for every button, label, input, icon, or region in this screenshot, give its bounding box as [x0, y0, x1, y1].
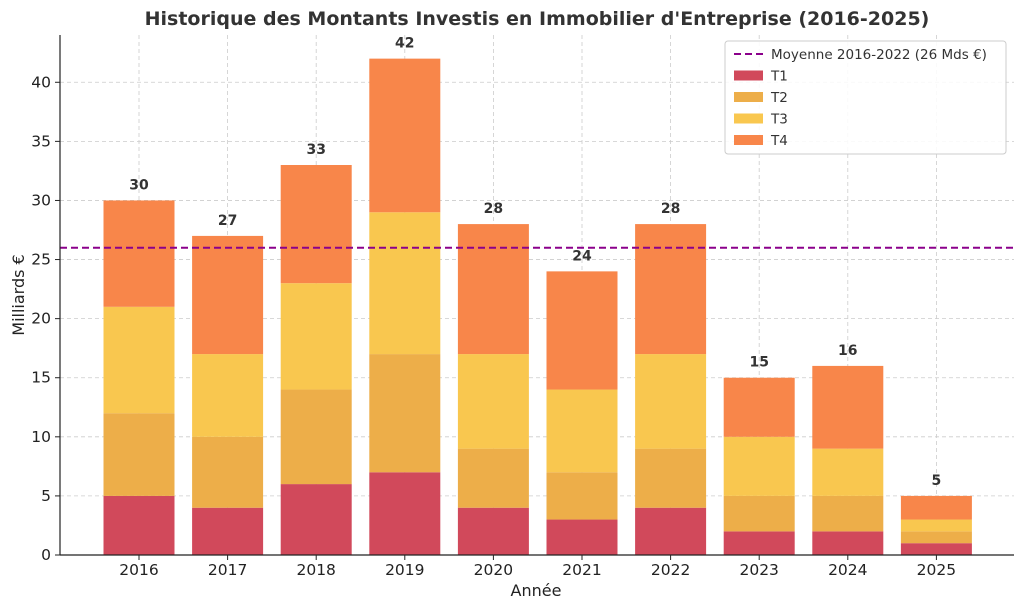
bar-segment-t2-2024 — [812, 495, 884, 532]
bar-segment-t3-2021 — [546, 389, 618, 473]
legend-label-t2: T2 — [770, 90, 788, 106]
bar-segment-t2-2017 — [192, 436, 264, 508]
bar-segment-t3-2018 — [280, 283, 352, 390]
y-axis-label: Milliards € — [9, 254, 28, 335]
legend-swatch-t1 — [734, 70, 763, 81]
bar-segment-t3-2017 — [192, 354, 264, 437]
bar-segment-t1-2017 — [192, 507, 264, 555]
bar-segment-t3-2019 — [369, 212, 441, 355]
bar-segment-t3-2016 — [103, 306, 175, 414]
bar-segment-t3-2022 — [635, 354, 707, 449]
bar-segment-t1-2025 — [900, 543, 972, 555]
legend-swatch-t4 — [734, 135, 763, 145]
bar-segment-t1-2018 — [280, 484, 352, 555]
bar-segment-t1-2016 — [103, 495, 175, 555]
total-label-2019: 42 — [395, 36, 414, 52]
bar-segment-t2-2021 — [546, 472, 618, 520]
total-label-2023: 15 — [749, 355, 768, 371]
bar-segment-t4-2018 — [280, 165, 352, 284]
x-axis-label: Année — [511, 581, 562, 600]
total-label-2018: 33 — [306, 142, 325, 158]
x-tick-label: 2022 — [651, 561, 690, 579]
x-tick-label: 2025 — [917, 561, 956, 579]
x-tick-label: 2016 — [119, 561, 158, 579]
legend-label-t3: T3 — [770, 112, 788, 128]
bar-segment-t1-2024 — [812, 531, 884, 555]
y-tick-label: 35 — [31, 132, 51, 150]
bars — [103, 58, 972, 555]
bar-segment-t1-2023 — [723, 531, 795, 555]
bar-segment-t4-2016 — [103, 200, 175, 307]
bar-segment-t3-2023 — [723, 436, 795, 496]
bar-segment-t2-2016 — [103, 413, 175, 496]
axes — [59, 35, 1014, 556]
total-label-2021: 24 — [572, 248, 592, 264]
total-label-2022: 28 — [661, 201, 680, 217]
bar-segment-t1-2021 — [546, 519, 618, 555]
bar-segment-t4-2020 — [457, 224, 529, 355]
bar-segment-t4-2022 — [635, 224, 707, 355]
legend-swatch-t2 — [734, 92, 763, 102]
legend-swatch-t3 — [734, 113, 763, 124]
bar-segment-t4-2025 — [900, 495, 972, 520]
legend: Moyenne 2016-2022 (26 Mds €) T1 T2 T3 T4 — [724, 40, 1007, 155]
x-tick-label: 2018 — [296, 561, 335, 579]
legend-label-t4: T4 — [770, 133, 788, 149]
bar-segment-t3-2025 — [900, 519, 972, 532]
bar-segment-t4-2021 — [546, 271, 618, 390]
bar-segment-t4-2017 — [192, 235, 264, 355]
bar-segment-t4-2019 — [369, 58, 441, 213]
x-tick-label: 2020 — [474, 561, 513, 579]
y-tick-label: 40 — [31, 73, 51, 91]
y-tick-label: 10 — [31, 428, 51, 446]
total-label-2020: 28 — [484, 201, 503, 217]
y-tick-label: 15 — [31, 369, 51, 387]
bar-segment-t1-2020 — [457, 507, 529, 555]
bar-segment-t1-2019 — [369, 472, 441, 555]
bar-segment-t1-2022 — [635, 507, 707, 555]
total-labels: 30 27 33 42 28 24 28 15 16 5 — [129, 36, 941, 489]
y-tick-label: 25 — [31, 251, 51, 269]
total-label-2024: 16 — [838, 343, 857, 359]
legend-label-reference-line: Moyenne 2016-2022 (26 Mds €) — [771, 47, 987, 63]
y-tick-label: 20 — [31, 310, 51, 328]
bar-segment-t2-2018 — [280, 389, 352, 485]
x-tick-labels: 2016 2017 2018 2019 2020 2021 2022 2023 2024 2025 — [119, 555, 956, 579]
bar-segment-t2-2022 — [635, 448, 707, 508]
x-tick-label: 2024 — [828, 561, 867, 579]
y-tick-label: 5 — [41, 487, 51, 505]
bar-segment-t2-2025 — [900, 531, 972, 544]
chart-title: Historique des Montants Investis en Immo… — [145, 8, 930, 30]
x-tick-label: 2017 — [208, 561, 247, 579]
bar-segment-t4-2024 — [812, 365, 884, 449]
total-label-2016: 30 — [129, 177, 149, 193]
bar-segment-t3-2020 — [457, 354, 529, 449]
legend-label-t1: T1 — [770, 69, 788, 85]
x-tick-label: 2023 — [739, 561, 778, 579]
total-label-2017: 27 — [218, 213, 237, 229]
x-tick-label: 2019 — [385, 561, 424, 579]
total-label-2025: 5 — [932, 473, 942, 489]
bar-segment-t2-2020 — [457, 448, 529, 508]
legend-box — [724, 40, 1007, 155]
y-tick-label: 0 — [41, 546, 51, 564]
y-tick-label: 30 — [31, 191, 51, 209]
bar-segment-t4-2023 — [723, 377, 795, 437]
bar-segment-t3-2024 — [812, 448, 884, 496]
x-tick-label: 2021 — [562, 561, 601, 579]
y-tick-labels: 0 5 10 15 20 25 30 35 40 — [31, 73, 60, 564]
bar-segment-t2-2019 — [369, 354, 441, 473]
bar-segment-t2-2023 — [723, 495, 795, 532]
